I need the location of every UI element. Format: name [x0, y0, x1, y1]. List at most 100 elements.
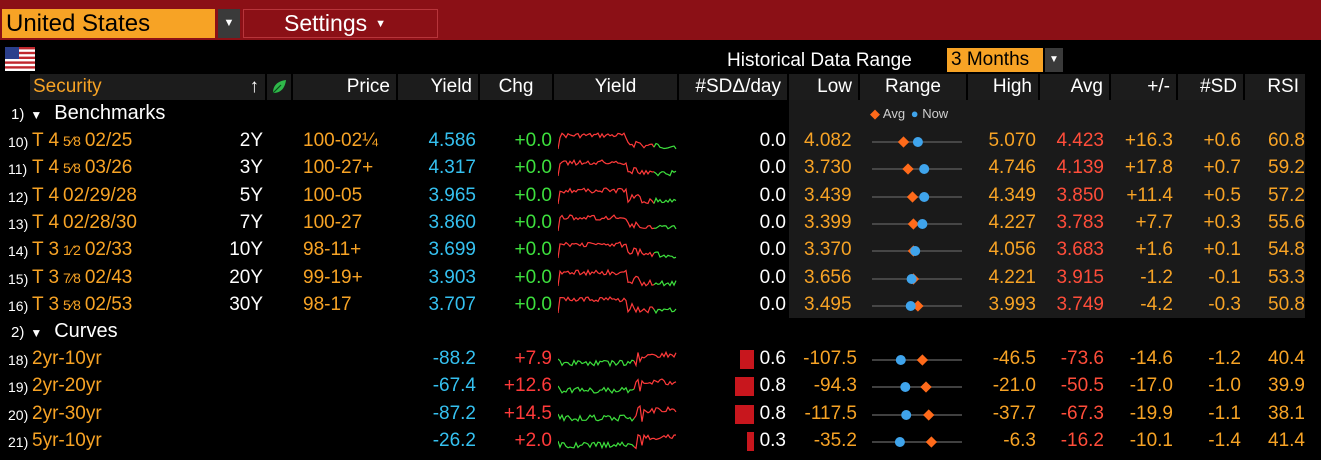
- yield: -67.4: [432, 375, 476, 397]
- avg-marker: [920, 381, 932, 393]
- col-sd[interactable]: #SD: [1178, 74, 1243, 100]
- country-dropdown-icon[interactable]: ▼: [218, 9, 240, 38]
- row-number: 11): [8, 161, 28, 178]
- curve-name[interactable]: 2yr-10yr: [32, 348, 102, 369]
- col-high[interactable]: High: [968, 74, 1038, 100]
- col-rsi[interactable]: RSI: [1245, 74, 1305, 100]
- group-benchmarks[interactable]: 1) ▼ Benchmarks: [11, 102, 165, 125]
- legend-now: Now: [922, 106, 949, 121]
- rsi: 39.9: [1268, 375, 1305, 397]
- now-marker: [910, 246, 921, 257]
- range-indicator: [872, 436, 962, 448]
- curve-name[interactable]: 2yr-30yr: [32, 402, 102, 424]
- sparkline-segment: [558, 268, 655, 287]
- sd-value: -1.0: [1208, 375, 1241, 397]
- coupon: T 3: [32, 266, 60, 288]
- col-yield[interactable]: Yield: [398, 74, 478, 100]
- security-name[interactable]: T 4 5⁄8 03/26: [32, 155, 132, 181]
- change: +0.0: [514, 184, 552, 206]
- sparkline-segment: [653, 224, 677, 230]
- sparkline-segment: [653, 196, 677, 204]
- low: -107.5: [803, 348, 857, 369]
- security-name[interactable]: T 3 7⁄8 02/43: [32, 265, 132, 291]
- sparkline-segment: [633, 350, 677, 368]
- range-dropdown-icon[interactable]: ▼: [1045, 48, 1063, 72]
- sd-bar: [735, 377, 754, 397]
- settings-menu[interactable]: Settings ▼: [243, 9, 438, 38]
- low: 4.082: [804, 130, 852, 151]
- sd-day: 0.3: [759, 429, 786, 451]
- yield: 3.860: [428, 211, 476, 233]
- group-curves[interactable]: 2) ▼ Curves: [11, 320, 118, 343]
- col-low[interactable]: Low: [789, 74, 858, 100]
- avg: 3.683: [1056, 239, 1104, 261]
- country-select[interactable]: United States: [2, 9, 215, 38]
- high: 3.993: [988, 293, 1036, 315]
- col-price[interactable]: Price: [293, 74, 396, 100]
- row-number: 13): [8, 215, 29, 232]
- security-name[interactable]: T 4 5⁄8 02/25: [32, 128, 132, 154]
- sd-day: 0.0: [759, 157, 786, 179]
- avg: 3.850: [1056, 184, 1104, 206]
- yield-sparkline: [558, 350, 677, 368]
- col-security[interactable]: Security ↑: [30, 74, 265, 100]
- collapse-icon[interactable]: ▼: [30, 108, 43, 122]
- range-indicator: [872, 218, 962, 230]
- low: 3.730: [804, 157, 852, 179]
- sort-arrow-icon[interactable]: ↑: [249, 76, 260, 97]
- curve-name[interactable]: 2yr-20yr: [32, 375, 102, 397]
- row-number: 18): [8, 352, 29, 368]
- security-name[interactable]: T 4 02/29/28: [32, 183, 137, 209]
- rsi: 50.8: [1268, 293, 1305, 315]
- security-name[interactable]: T 3 1⁄2 02/33: [32, 237, 132, 263]
- sparkline-segment: [558, 241, 655, 259]
- yield: -26.2: [432, 429, 476, 451]
- now-marker: [900, 382, 911, 393]
- yield: 4.586: [428, 130, 476, 151]
- sparkline-segment: [633, 433, 677, 450]
- maturity: 02/53: [84, 293, 133, 315]
- sparkline-segment: [558, 186, 655, 204]
- change: +12.6: [503, 375, 552, 397]
- range-indicator: [872, 136, 962, 148]
- col-sd-day[interactable]: #SDΔ/day: [679, 74, 787, 100]
- change: +14.5: [503, 402, 552, 424]
- col-chg[interactable]: Chg: [480, 74, 552, 100]
- range-indicator: [872, 381, 962, 393]
- col-yield-chart[interactable]: Yield: [554, 74, 677, 100]
- range-indicator: [872, 408, 962, 421]
- curve-name[interactable]: 5yr-10yr: [32, 429, 102, 451]
- leaf-icon[interactable]: [270, 78, 288, 96]
- change: +0.0: [514, 211, 552, 233]
- high: 4.056: [988, 239, 1036, 261]
- group-label: Curves: [54, 320, 118, 342]
- tenor: 2Y: [239, 130, 263, 151]
- high: -6.3: [1003, 429, 1036, 451]
- sd-day: 0.8: [759, 375, 786, 397]
- sparkline-segment: [558, 295, 655, 314]
- col-plus-minus[interactable]: +/-: [1111, 74, 1176, 100]
- col-security-label: Security: [33, 76, 102, 97]
- security-name[interactable]: T 4 02/28/30: [32, 210, 137, 236]
- settings-label: Settings: [284, 10, 368, 36]
- yield: 3.707: [428, 293, 476, 315]
- yield-sparkline: [558, 268, 677, 287]
- col-avg[interactable]: Avg: [1040, 74, 1109, 100]
- collapse-icon[interactable]: ▼: [30, 326, 43, 340]
- rsi: 53.3: [1268, 266, 1305, 288]
- rsi: 40.4: [1268, 348, 1305, 369]
- security-name[interactable]: T 3 5⁄8 02/53: [32, 292, 132, 318]
- sd-value: -1.1: [1208, 402, 1241, 424]
- historical-range-select[interactable]: 3 Months: [947, 48, 1043, 72]
- sd-day: 0.0: [759, 266, 786, 288]
- col-leaf-header: [267, 74, 291, 100]
- sd-value: +0.3: [1203, 211, 1241, 233]
- yield-sparkline: [558, 214, 677, 231]
- high: 4.349: [988, 184, 1036, 206]
- avg: -73.6: [1060, 348, 1104, 369]
- tenor: 10Y: [229, 239, 263, 261]
- group-label: Benchmarks: [54, 102, 166, 124]
- col-range[interactable]: Range: [860, 74, 966, 100]
- yield-sparkline: [558, 186, 677, 204]
- plus-minus: -19.9: [1129, 402, 1173, 424]
